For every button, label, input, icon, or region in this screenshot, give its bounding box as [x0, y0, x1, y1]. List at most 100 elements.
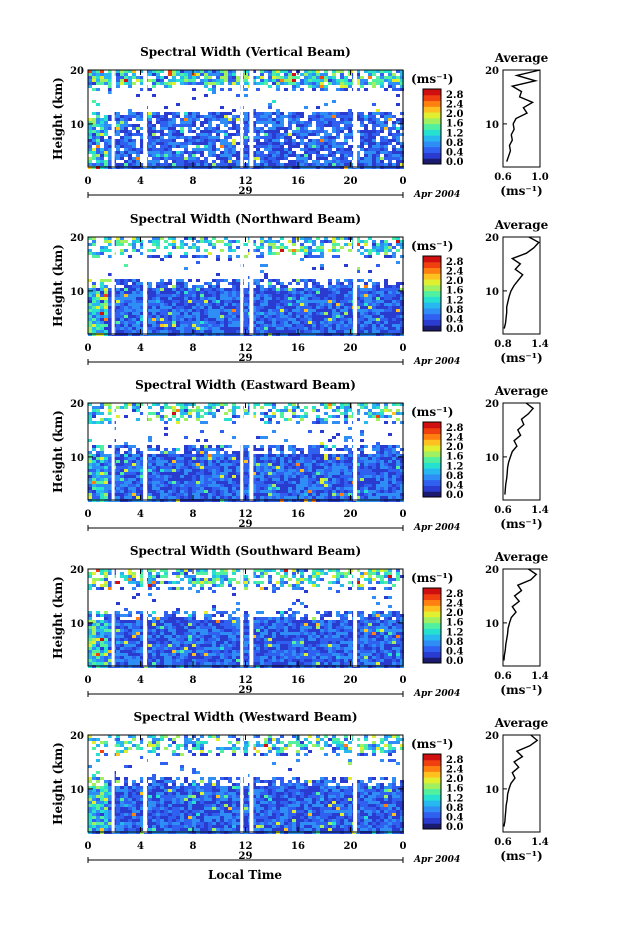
- heatmap-cell: [328, 475, 332, 478]
- heatmap-cell: [328, 163, 332, 166]
- heatmap-cell: [104, 475, 108, 478]
- heatmap-cell: [392, 327, 396, 330]
- heatmap-cell: [156, 70, 160, 73]
- heatmap-cell: [96, 496, 100, 499]
- heatmap-cell: [232, 154, 236, 157]
- heatmap-cell: [136, 418, 140, 421]
- heatmap-cell: [172, 321, 176, 324]
- heatmap-cell: [160, 451, 164, 454]
- heatmap-cell: [288, 312, 292, 315]
- heatmap-cell: [120, 303, 124, 306]
- heatmap-cell: [216, 490, 220, 493]
- heatmap-cell: [292, 73, 296, 76]
- heatmap-cell: [336, 297, 340, 300]
- heatmap-cell: [216, 487, 220, 490]
- heatmap-cell: [320, 496, 324, 499]
- heatmap-cell: [232, 315, 236, 318]
- heatmap-cell: [264, 490, 268, 493]
- heatmap-cell: [288, 445, 292, 448]
- heatmap-cell: [340, 157, 344, 160]
- heatmap-cell: [372, 133, 376, 136]
- heatmap-cell: [196, 297, 200, 300]
- heatmap-cell: [228, 255, 232, 258]
- heatmap-cell: [88, 85, 92, 88]
- heatmap-cell: [116, 475, 120, 478]
- heatmap-cell: [316, 454, 320, 457]
- heatmap-cell: [312, 303, 316, 306]
- heatmap-cell: [184, 418, 188, 421]
- heatmap-cell: [308, 321, 312, 324]
- heatmap-cell: [312, 460, 316, 463]
- heatmap-cell: [200, 142, 204, 145]
- heatmap-cell: [216, 255, 220, 258]
- heatmap-cell: [320, 469, 324, 472]
- heatmap-cell: [116, 291, 120, 294]
- heatmap-cell: [96, 475, 100, 478]
- heatmap-cell: [148, 294, 152, 297]
- heatmap-cell: [340, 403, 344, 406]
- heatmap-cell: [212, 463, 216, 466]
- heatmap-cell: [104, 297, 108, 300]
- heatmap-cell: [400, 82, 404, 85]
- colorbar-tick-label: 0.0: [446, 157, 463, 168]
- heatmap-cell: [108, 142, 112, 145]
- heatmap-cell: [120, 330, 124, 333]
- heatmap-cell: [348, 454, 352, 457]
- heatmap-cell: [200, 457, 204, 460]
- heatmap-cell: [384, 327, 388, 330]
- heatmap-cell: [116, 82, 120, 85]
- heatmap-cell: [208, 469, 212, 472]
- heatmap-cell: [228, 330, 232, 333]
- heatmap-cell: [124, 484, 128, 487]
- heatmap-cell: [116, 472, 120, 475]
- heatmap-cell: [316, 457, 320, 460]
- heatmap-cell: [116, 490, 120, 493]
- heatmap-cell: [196, 115, 200, 118]
- heatmap-cell: [180, 478, 184, 481]
- heatmap-cell: [236, 240, 240, 243]
- heatmap-cell: [260, 163, 264, 166]
- heatmap-cell: [328, 478, 332, 481]
- heatmap-cell: [196, 493, 200, 496]
- colorbar-tick-label: 1.6: [446, 119, 463, 130]
- heatmap-cell: [244, 409, 248, 412]
- heatmap-cell: [380, 136, 384, 139]
- heatmap-cell: [268, 306, 272, 309]
- heatmap-cell: [152, 457, 156, 460]
- heatmap-cell: [204, 115, 208, 118]
- heatmap-cell: [128, 463, 132, 466]
- heatmap-cell: [344, 76, 348, 79]
- heatmap-cell: [232, 454, 236, 457]
- heatmap-cell: [220, 318, 224, 321]
- heatmap-cell: [152, 321, 156, 324]
- heatmap-cell: [124, 288, 128, 291]
- heatmap-cell: [344, 139, 348, 142]
- heatmap-cell: [244, 463, 248, 466]
- heatmap-cell: [372, 139, 376, 142]
- colorbar-swatch: [423, 325, 441, 332]
- heatmap-cell: [400, 282, 404, 285]
- heatmap-cell: [180, 82, 184, 85]
- heatmap-cell: [292, 306, 296, 309]
- heatmap-cell: [104, 291, 108, 294]
- heatmap-cell: [92, 130, 96, 133]
- heatmap-cell: [400, 324, 404, 327]
- heatmap-cell: [256, 255, 260, 258]
- heatmap-cell: [108, 478, 112, 481]
- heatmap-cell: [384, 79, 388, 82]
- heatmap-cell: [244, 297, 248, 300]
- heatmap-cell: [292, 118, 296, 121]
- heatmap-cell: [176, 472, 180, 475]
- heatmap-cell: [156, 403, 160, 406]
- heatmap-cell: [196, 255, 200, 258]
- heatmap-cell: [96, 318, 100, 321]
- heatmap-cell: [148, 315, 152, 318]
- heatmap-cell: [264, 493, 268, 496]
- heatmap-cell: [164, 306, 168, 309]
- heatmap-cell: [268, 106, 272, 109]
- heatmap-cell: [160, 415, 164, 418]
- heatmap-cell: [300, 457, 304, 460]
- heatmap-cell: [364, 79, 368, 82]
- heatmap-cell: [320, 442, 324, 445]
- heatmap-cell: [116, 85, 120, 88]
